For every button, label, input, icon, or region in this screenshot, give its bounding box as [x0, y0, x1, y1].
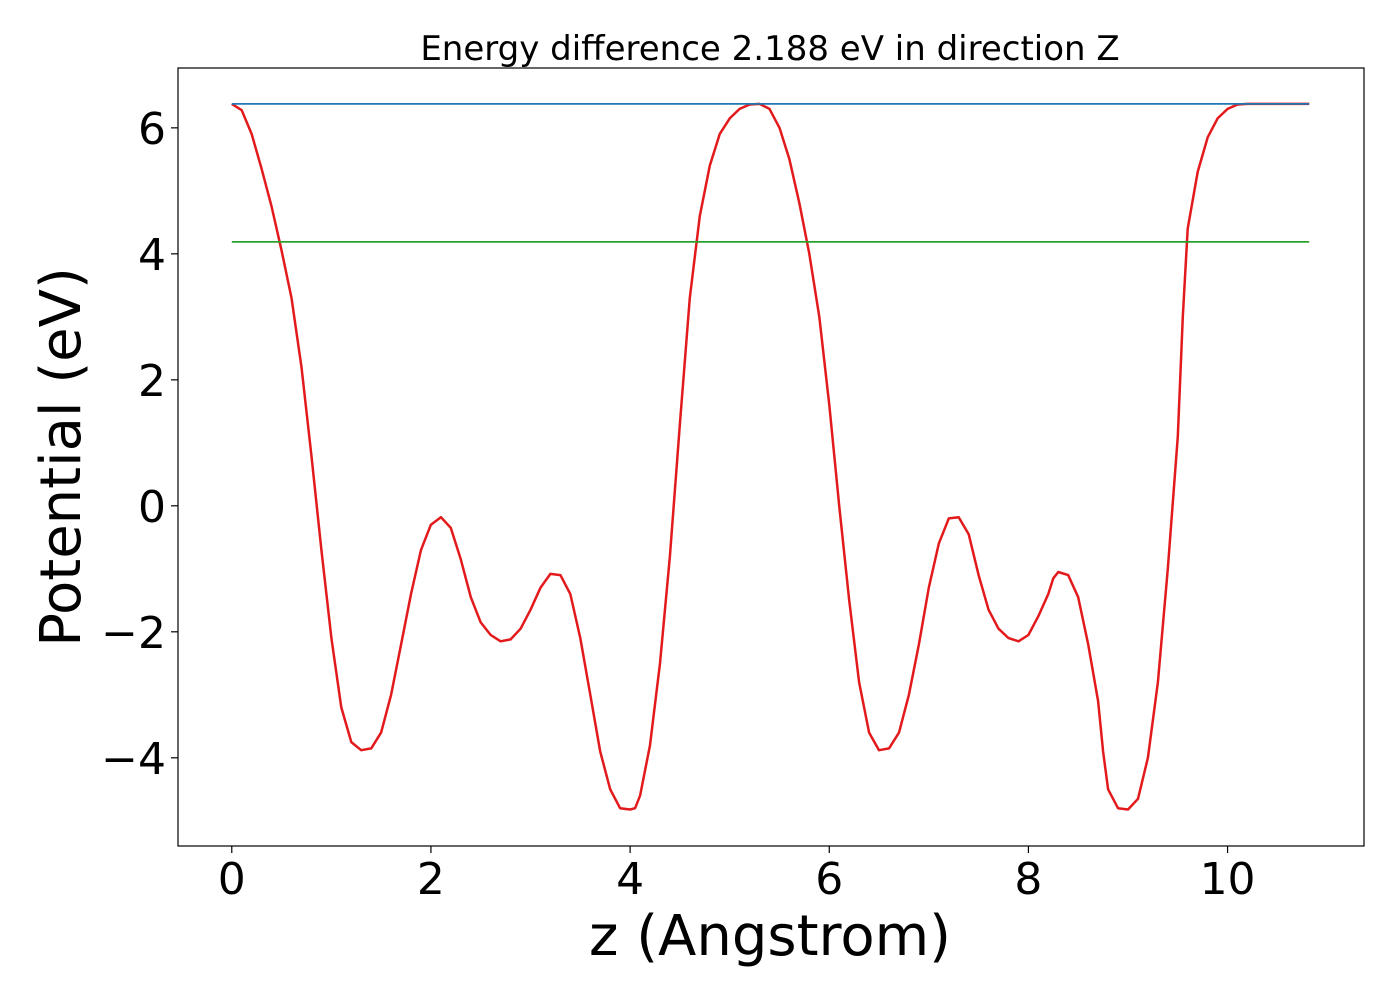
x-tick-label: 8 [1014, 854, 1042, 905]
plot-frame [177, 67, 1365, 847]
x-tick-label: 4 [616, 854, 644, 905]
potential-curve [231, 102, 1310, 811]
y-axis-label: Potential (eV) [29, 267, 94, 647]
x-tick-label: 6 [815, 854, 843, 905]
y-tick-label: 6 [138, 104, 166, 155]
x-tick-label: 10 [1200, 854, 1256, 905]
y-tick-label: 0 [138, 482, 166, 533]
plot-area [231, 102, 1310, 811]
y-tick-label: −2 [101, 608, 166, 659]
x-axis-label: z (Angstrom) [589, 904, 951, 969]
y-tick-label: −4 [101, 734, 166, 785]
y-tick-label: 2 [138, 356, 166, 407]
y-tick-label: 4 [138, 230, 166, 281]
x-axis-ticks: 0 2 4 6 8 10 [218, 846, 1256, 905]
y-axis-ticks: −4 −2 0 2 4 6 [101, 104, 178, 785]
x-tick-label: 0 [218, 854, 246, 905]
chart-title: Energy difference 2.188 eV in direction … [420, 29, 1119, 69]
x-tick-label: 2 [417, 854, 445, 905]
